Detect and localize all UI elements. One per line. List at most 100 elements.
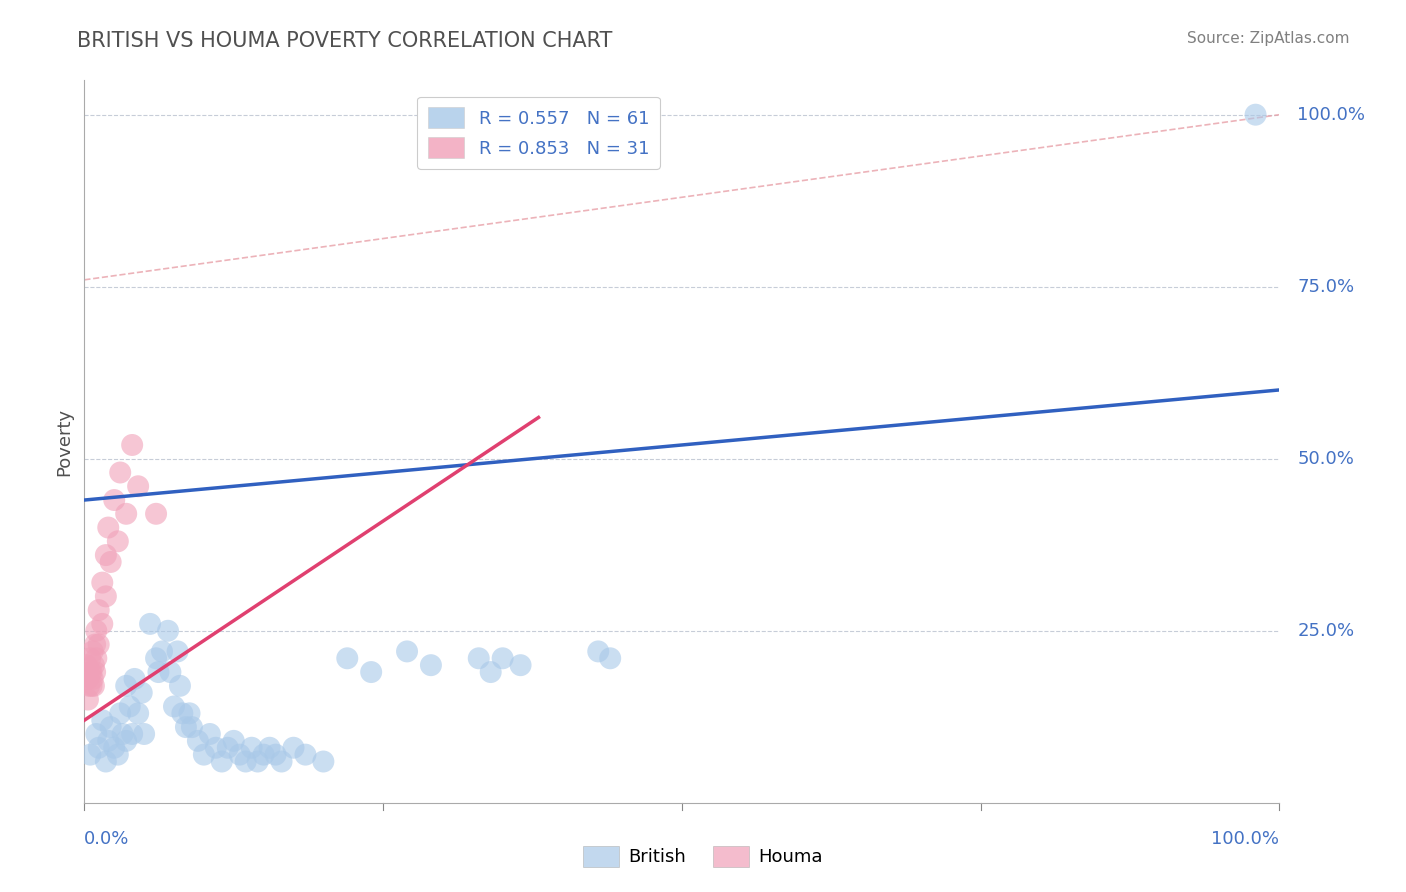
Point bbox=[205, 740, 228, 755]
Point bbox=[107, 534, 129, 549]
Point bbox=[94, 548, 117, 562]
Point bbox=[86, 651, 108, 665]
Point bbox=[336, 651, 359, 665]
Point bbox=[82, 644, 104, 658]
Point bbox=[94, 590, 117, 604]
Point bbox=[270, 755, 292, 769]
Point bbox=[103, 740, 125, 755]
Point bbox=[76, 658, 98, 673]
Point bbox=[97, 520, 120, 534]
Point bbox=[479, 665, 502, 679]
Point bbox=[163, 699, 186, 714]
Point bbox=[80, 665, 103, 679]
Point bbox=[148, 665, 170, 679]
Text: 100.0%: 100.0% bbox=[1212, 830, 1279, 848]
Point bbox=[121, 438, 143, 452]
Point bbox=[100, 555, 122, 569]
Point bbox=[84, 638, 107, 652]
Text: BRITISH VS HOUMA POVERTY CORRELATION CHART: BRITISH VS HOUMA POVERTY CORRELATION CHA… bbox=[77, 31, 613, 51]
Point bbox=[131, 686, 153, 700]
Point bbox=[139, 616, 162, 631]
Point bbox=[174, 720, 197, 734]
Point bbox=[235, 755, 257, 769]
Point bbox=[264, 747, 287, 762]
Point bbox=[115, 734, 138, 748]
Point bbox=[396, 644, 419, 658]
Point bbox=[87, 603, 110, 617]
Point bbox=[111, 727, 134, 741]
Point bbox=[172, 706, 194, 721]
Point bbox=[84, 665, 107, 679]
Point bbox=[103, 493, 125, 508]
Point bbox=[492, 651, 515, 665]
Point bbox=[222, 734, 245, 748]
Point bbox=[229, 747, 252, 762]
Point bbox=[115, 679, 138, 693]
Point bbox=[211, 755, 233, 769]
Point bbox=[127, 479, 149, 493]
Point bbox=[124, 672, 146, 686]
Text: 0.0%: 0.0% bbox=[84, 830, 129, 848]
Point bbox=[97, 734, 120, 748]
Point bbox=[468, 651, 491, 665]
Point bbox=[79, 665, 101, 679]
Point bbox=[79, 747, 101, 762]
Point bbox=[145, 651, 167, 665]
Point bbox=[94, 755, 117, 769]
Point bbox=[91, 575, 114, 590]
Point bbox=[91, 713, 114, 727]
Y-axis label: Poverty: Poverty bbox=[55, 408, 73, 475]
Point bbox=[80, 679, 103, 693]
Point bbox=[86, 727, 108, 741]
Point bbox=[127, 706, 149, 721]
Point bbox=[259, 740, 281, 755]
Point bbox=[83, 658, 105, 673]
Point bbox=[166, 644, 188, 658]
Point bbox=[159, 665, 181, 679]
Point bbox=[91, 616, 114, 631]
Point bbox=[87, 638, 110, 652]
Point bbox=[118, 699, 141, 714]
Point bbox=[198, 727, 221, 741]
Point bbox=[217, 740, 239, 755]
Point bbox=[110, 466, 132, 480]
Point bbox=[420, 658, 443, 673]
Point bbox=[509, 658, 531, 673]
Point bbox=[87, 740, 110, 755]
Text: Source: ZipAtlas.com: Source: ZipAtlas.com bbox=[1187, 31, 1350, 46]
Legend: R = 0.557   N = 61, R = 0.853   N = 31: R = 0.557 N = 61, R = 0.853 N = 31 bbox=[418, 96, 659, 169]
Legend: British, Houma: British, Houma bbox=[576, 838, 830, 874]
Point bbox=[246, 755, 269, 769]
Point bbox=[240, 740, 263, 755]
Point bbox=[83, 679, 105, 693]
Point bbox=[181, 720, 204, 734]
Point bbox=[132, 727, 156, 741]
Point bbox=[100, 720, 122, 734]
Point bbox=[77, 679, 100, 693]
Text: 50.0%: 50.0% bbox=[1298, 450, 1354, 467]
Point bbox=[193, 747, 215, 762]
Point bbox=[169, 679, 191, 693]
Point bbox=[253, 747, 276, 762]
Point bbox=[77, 672, 100, 686]
Point bbox=[360, 665, 382, 679]
Text: 75.0%: 75.0% bbox=[1298, 277, 1354, 296]
Text: 100.0%: 100.0% bbox=[1298, 105, 1365, 124]
Point bbox=[599, 651, 621, 665]
Point bbox=[179, 706, 201, 721]
Point bbox=[145, 507, 167, 521]
Point bbox=[107, 747, 129, 762]
Point bbox=[77, 692, 100, 706]
Point bbox=[294, 747, 316, 762]
Point bbox=[110, 706, 132, 721]
Point bbox=[157, 624, 180, 638]
Point bbox=[187, 734, 209, 748]
Text: 25.0%: 25.0% bbox=[1298, 622, 1354, 640]
Point bbox=[86, 624, 108, 638]
Point bbox=[115, 507, 138, 521]
Point bbox=[82, 672, 104, 686]
Point bbox=[150, 644, 173, 658]
Point bbox=[283, 740, 305, 755]
Point bbox=[1244, 108, 1267, 122]
Point bbox=[79, 651, 101, 665]
